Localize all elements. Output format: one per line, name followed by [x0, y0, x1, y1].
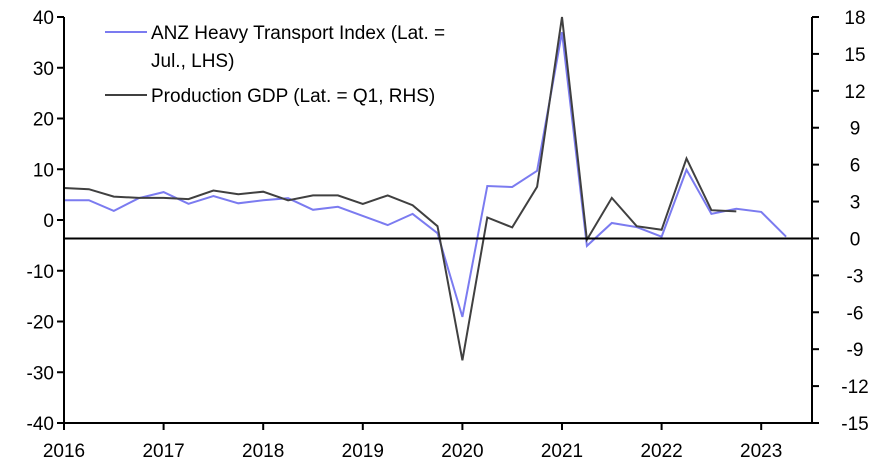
x-tick-label: 2018 — [242, 441, 284, 462]
series-line-production-gdp — [63, 16, 737, 361]
left-tick-label: -20 — [27, 313, 54, 334]
right-tick-label: 18 — [844, 8, 865, 29]
x-tick-label: 2020 — [441, 441, 483, 462]
plot-lines — [63, 16, 787, 361]
right-tick-label: 15 — [844, 45, 865, 66]
series-line-anz-heavy-transport — [64, 32, 787, 318]
right-tick-label: 12 — [844, 82, 865, 103]
x-tick-label: 2017 — [142, 441, 184, 462]
right-tick-label: 6 — [850, 156, 861, 177]
left-tick-label: 40 — [33, 8, 54, 29]
legend-label-anz-line2: Jul., LHS) — [151, 51, 234, 72]
left-tick-label: 10 — [33, 160, 54, 181]
right-tick-label: 9 — [850, 119, 861, 140]
legend-label-gdp: Production GDP (Lat. = Q1, RHS) — [151, 86, 435, 107]
left-tick-label: -40 — [27, 414, 54, 435]
right-tick-label: -12 — [841, 377, 868, 398]
legend: ANZ Heavy Transport Index (Lat. = Jul., … — [105, 23, 445, 107]
x-tick-label: 2022 — [640, 441, 682, 462]
legend-label-anz-line1: ANZ Heavy Transport Index (Lat. = — [151, 23, 445, 44]
right-tick-label: -15 — [841, 414, 868, 435]
axes: 403020100-10-20-30-401815129630-3-6-9-12… — [27, 8, 869, 462]
left-tick-label: 20 — [33, 110, 54, 131]
right-tick-label: 3 — [850, 193, 861, 214]
x-tick-label: 2021 — [541, 441, 583, 462]
right-tick-label: -3 — [847, 266, 864, 287]
x-tick-label: 2019 — [342, 441, 384, 462]
left-tick-label: -30 — [27, 363, 54, 384]
left-tick-label: 0 — [43, 211, 54, 232]
right-tick-label: -6 — [847, 303, 864, 324]
left-tick-label: -10 — [27, 262, 54, 283]
right-tick-label: 0 — [850, 229, 861, 250]
x-tick-label: 2023 — [740, 441, 782, 462]
right-tick-label: -9 — [847, 340, 864, 361]
left-tick-label: 30 — [33, 59, 54, 80]
x-tick-label: 2016 — [43, 441, 85, 462]
